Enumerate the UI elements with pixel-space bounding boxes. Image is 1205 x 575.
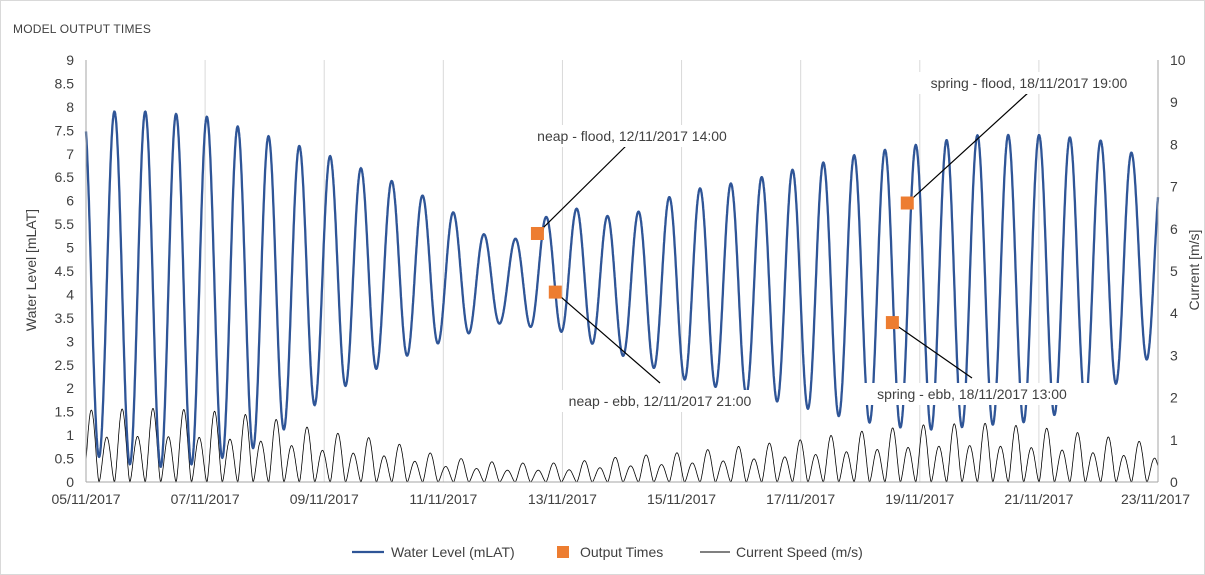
x-tick-label: 17/11/2017 xyxy=(766,491,835,507)
left-tick-label: 2.5 xyxy=(55,357,75,373)
water-level-line xyxy=(84,110,1160,468)
x-tick-label: 15/11/2017 xyxy=(647,491,716,507)
annotation-label: neap - ebb, 12/11/2017 21:00 xyxy=(569,393,752,409)
right-tick-label: 2 xyxy=(1170,390,1178,406)
left-axis-label: Water Level [mLAT] xyxy=(23,209,39,331)
left-tick-label: 6 xyxy=(66,193,74,209)
water-level-series xyxy=(84,110,1160,468)
left-tick-label: 2 xyxy=(66,380,74,396)
left-tick-label: 7 xyxy=(66,146,74,162)
x-tick-label: 21/11/2017 xyxy=(1004,491,1073,507)
right-tick-label: 0 xyxy=(1170,474,1178,490)
x-tick-label: 11/11/2017 xyxy=(409,491,477,507)
x-axis-ticks: 05/11/2017 07/11/2017 09/11/2017 11/11/2017… xyxy=(51,491,1190,507)
left-tick-label: 8.5 xyxy=(55,75,75,91)
right-tick-label: 5 xyxy=(1170,263,1178,279)
annotation-label: neap - flood, 12/11/2017 14:00 xyxy=(537,128,727,144)
annotation-label-bg xyxy=(902,72,1156,94)
x-tick-label: 19/11/2017 xyxy=(885,491,954,507)
left-tick-label: 9 xyxy=(66,52,74,68)
output-time-marker xyxy=(885,316,899,330)
output-time-marker xyxy=(530,226,544,240)
legend-output-times-swatch xyxy=(557,546,569,558)
annotation-label-bg xyxy=(853,383,1091,405)
left-axis-ticks: 0 0.5 1 1.5 2 2.5 3 3.5 4 4.5 5 5.5 6 6.5 7 7.5 8 8.5 9 xyxy=(55,52,75,490)
x-tick-label: 05/11/2017 xyxy=(51,491,120,507)
annotation-label: spring - ebb, 18/11/2017 13:00 xyxy=(877,386,1067,402)
right-tick-label: 7 xyxy=(1170,179,1178,195)
left-tick-label: 5 xyxy=(66,240,74,256)
right-tick-label: 1 xyxy=(1170,432,1178,448)
x-tick-label: 09/11/2017 xyxy=(290,491,359,507)
output-time-annotations: neap - flood, 12/11/2017 14:00 neap - ebb… xyxy=(513,72,1156,412)
left-tick-label: 8 xyxy=(66,99,74,115)
legend-current-speed-label: Current Speed (m/s) xyxy=(736,544,863,560)
left-tick-label: 4 xyxy=(66,286,74,302)
left-tick-label: 5.5 xyxy=(55,216,75,232)
output-time-marker xyxy=(548,285,562,299)
annotation-leader-line xyxy=(554,291,661,384)
right-tick-label: 9 xyxy=(1170,94,1178,110)
axes xyxy=(85,60,1159,483)
left-tick-label: 0 xyxy=(66,474,74,490)
x-tick-label: 13/11/2017 xyxy=(528,491,597,507)
output-time-marker xyxy=(900,196,914,210)
chart-title: MODEL OUTPUT TIMES xyxy=(13,22,152,36)
annotation-label-bg xyxy=(513,125,751,147)
annotation-leader-line xyxy=(892,322,973,379)
right-tick-label: 4 xyxy=(1170,305,1178,321)
x-tick-label: 23/11/2017 xyxy=(1121,491,1190,507)
left-tick-label: 6.5 xyxy=(55,169,75,185)
legend-water-level-label: Water Level (mLAT) xyxy=(391,544,515,560)
current-speed-series xyxy=(85,407,1159,483)
left-tick-label: 3 xyxy=(66,333,74,349)
legend-output-times-label: Output Times xyxy=(580,544,663,560)
legend: Water Level (mLAT) Output Times Current Sp… xyxy=(352,544,863,560)
left-tick-label: 7.5 xyxy=(55,122,75,138)
left-tick-label: 0.5 xyxy=(55,451,75,467)
right-axis-label: Current [m/s] xyxy=(1186,230,1202,311)
annotation-label: spring - flood, 18/11/2017 19:00 xyxy=(931,75,1128,91)
right-tick-label: 10 xyxy=(1170,52,1186,68)
right-tick-label: 8 xyxy=(1170,136,1178,152)
left-tick-label: 4.5 xyxy=(55,263,75,279)
left-tick-label: 1.5 xyxy=(55,404,75,420)
annotation-leader-line xyxy=(906,91,1030,204)
x-tick-label: 07/11/2017 xyxy=(171,491,240,507)
right-tick-label: 6 xyxy=(1170,221,1178,237)
current-speed-line xyxy=(85,407,1159,483)
annotation-label-bg xyxy=(548,390,772,412)
annotation-leader-line xyxy=(537,139,633,234)
right-axis-ticks: 0 1 2 3 4 5 6 7 8 9 10 xyxy=(1170,52,1186,490)
left-tick-label: 1 xyxy=(66,427,74,443)
left-tick-label: 3.5 xyxy=(55,310,75,326)
output-time-markers xyxy=(530,196,914,330)
right-tick-label: 3 xyxy=(1170,347,1178,363)
